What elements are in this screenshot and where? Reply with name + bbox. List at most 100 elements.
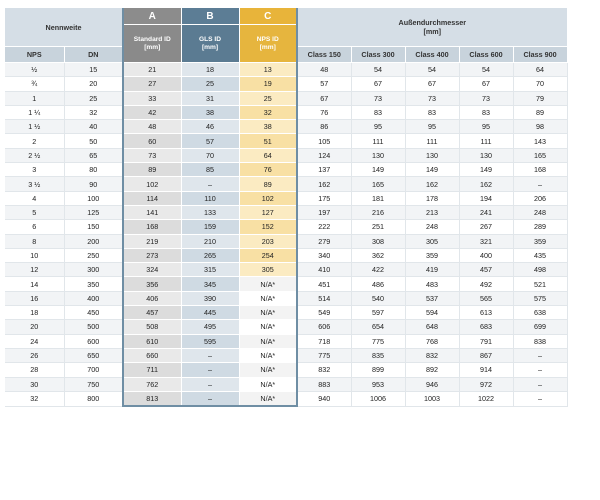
cell-class-600: 867 <box>459 348 514 364</box>
cell-nps: 18 <box>5 305 65 321</box>
cell-class-150: 105 <box>297 133 352 149</box>
cell-dn: 65 <box>64 148 124 164</box>
cell-class-400: 248 <box>405 219 460 235</box>
cell-class-400: 832 <box>405 348 460 364</box>
column-c-letter: C <box>239 8 299 25</box>
cell-class-400: 419 <box>405 262 460 278</box>
cell-dn: 200 <box>64 234 124 249</box>
table-row: 1 ¼ 32 42 38 32 76 83 83 83 89 <box>5 105 568 121</box>
table-row: 6 150 168 159 152 222 251 248 267 289 <box>5 219 568 235</box>
cell-dn: 800 <box>64 391 124 407</box>
cell-class-400: 178 <box>405 191 460 206</box>
cell-gls-id: – <box>181 391 240 408</box>
cell-gls-id: 38 <box>181 105 240 121</box>
column-a-letter: A <box>122 8 182 25</box>
cell-class-600: 67 <box>459 76 514 92</box>
cell-gls-id: 345 <box>181 276 240 292</box>
cell-nps: 16 <box>5 291 65 307</box>
gls-id-header: GLS ID [mm] <box>181 24 240 63</box>
cell-class-300: 67 <box>351 76 406 92</box>
cell-class-150: 86 <box>297 119 352 135</box>
cell-class-900: 98 <box>513 119 568 135</box>
cell-dn: 300 <box>64 262 124 278</box>
cell-gls-id: 495 <box>181 319 240 335</box>
table-row: 18 450 457 445 N/A* 549 597 594 613 638 <box>5 305 568 321</box>
cell-nps-id: N/A* <box>239 348 299 364</box>
cell-class-600: 111 <box>459 133 514 149</box>
cell-class-900: 206 <box>513 191 568 206</box>
cell-class-900: 289 <box>513 219 568 235</box>
cell-class-400: 149 <box>405 162 460 178</box>
class-900-header: Class 900 <box>513 46 568 63</box>
cell-nps: 5 <box>5 205 65 221</box>
cell-nps-id: 19 <box>239 76 299 92</box>
cell-nps-id: 51 <box>239 133 299 149</box>
cell-gls-id: 85 <box>181 162 240 178</box>
cell-class-300: 1006 <box>351 391 406 407</box>
cell-dn: 100 <box>64 191 124 206</box>
cell-nps-id: 32 <box>239 105 299 121</box>
cell-class-900: 64 <box>513 62 568 78</box>
cell-nps: 6 <box>5 219 65 235</box>
cell-gls-id: 46 <box>181 119 240 135</box>
gls-id-label: GLS ID <box>199 35 221 43</box>
gls-id-unit: [mm] <box>201 43 219 51</box>
cell-class-150: 175 <box>297 191 352 206</box>
cell-class-900: 638 <box>513 305 568 321</box>
cell-nps-id: 127 <box>239 205 299 221</box>
cell-nps-id: N/A* <box>239 305 299 321</box>
cell-class-300: 422 <box>351 262 406 278</box>
cell-class-300: 149 <box>351 162 406 178</box>
table-row: 1 25 33 31 25 67 73 73 73 79 <box>5 91 568 106</box>
cell-class-400: 892 <box>405 362 460 378</box>
cell-class-300: 597 <box>351 305 406 321</box>
cell-standard-id: 141 <box>122 205 182 221</box>
cell-dn: 450 <box>64 305 124 321</box>
cell-class-600: 267 <box>459 219 514 235</box>
cell-standard-id: 406 <box>122 291 182 307</box>
cell-nps: 32 <box>5 391 65 407</box>
cell-nps: 8 <box>5 234 65 249</box>
cell-class-150: 940 <box>297 391 352 407</box>
cell-standard-id: 102 <box>122 176 182 192</box>
cell-dn: 750 <box>64 377 124 392</box>
cell-standard-id: 27 <box>122 76 182 92</box>
cell-gls-id: 159 <box>181 219 240 235</box>
cell-standard-id: 33 <box>122 91 182 106</box>
table-row: 1 ½ 40 48 46 38 86 95 95 95 98 <box>5 119 568 135</box>
standard-id-unit: [mm] <box>144 43 161 51</box>
table-row: 14 350 356 345 N/A* 451 486 483 492 521 <box>5 276 568 292</box>
cell-class-600: 492 <box>459 276 514 292</box>
cell-standard-id: 48 <box>122 119 182 135</box>
cell-class-300: 54 <box>351 62 406 78</box>
cell-standard-id: 168 <box>122 219 182 235</box>
cell-class-600: 194 <box>459 191 514 206</box>
cell-class-600: 149 <box>459 162 514 178</box>
cell-class-300: 216 <box>351 205 406 221</box>
cell-gls-id: 210 <box>181 234 240 249</box>
cell-nps-id: 152 <box>239 219 299 235</box>
cell-standard-id: 660 <box>122 348 182 364</box>
cell-standard-id: 356 <box>122 276 182 292</box>
cell-gls-id: 390 <box>181 291 240 307</box>
cell-nps-id: 13 <box>239 62 299 78</box>
pipe-dimension-table: Nennweite A B C Außendurchmesser [mm] St… <box>5 8 568 408</box>
pipe-dimension-table-container: Nennweite A B C Außendurchmesser [mm] St… <box>5 8 568 408</box>
cell-nps: 26 <box>5 348 65 364</box>
cell-standard-id: 89 <box>122 162 182 178</box>
cell-class-150: 57 <box>297 76 352 92</box>
cell-class-400: 305 <box>405 234 460 249</box>
cell-class-150: 775 <box>297 348 352 364</box>
cell-class-600: 95 <box>459 119 514 135</box>
cell-class-600: 457 <box>459 262 514 278</box>
cell-nps: ¾ <box>5 76 65 92</box>
cell-class-600: 914 <box>459 362 514 378</box>
cell-gls-id: 110 <box>181 191 240 206</box>
cell-class-400: 537 <box>405 291 460 307</box>
cell-class-400: 213 <box>405 205 460 221</box>
cell-nps-id: 76 <box>239 162 299 178</box>
cell-class-600: 73 <box>459 91 514 106</box>
cell-gls-id: – <box>181 176 240 192</box>
dn-column-header: DN <box>64 46 124 63</box>
cell-dn: 250 <box>64 248 124 264</box>
